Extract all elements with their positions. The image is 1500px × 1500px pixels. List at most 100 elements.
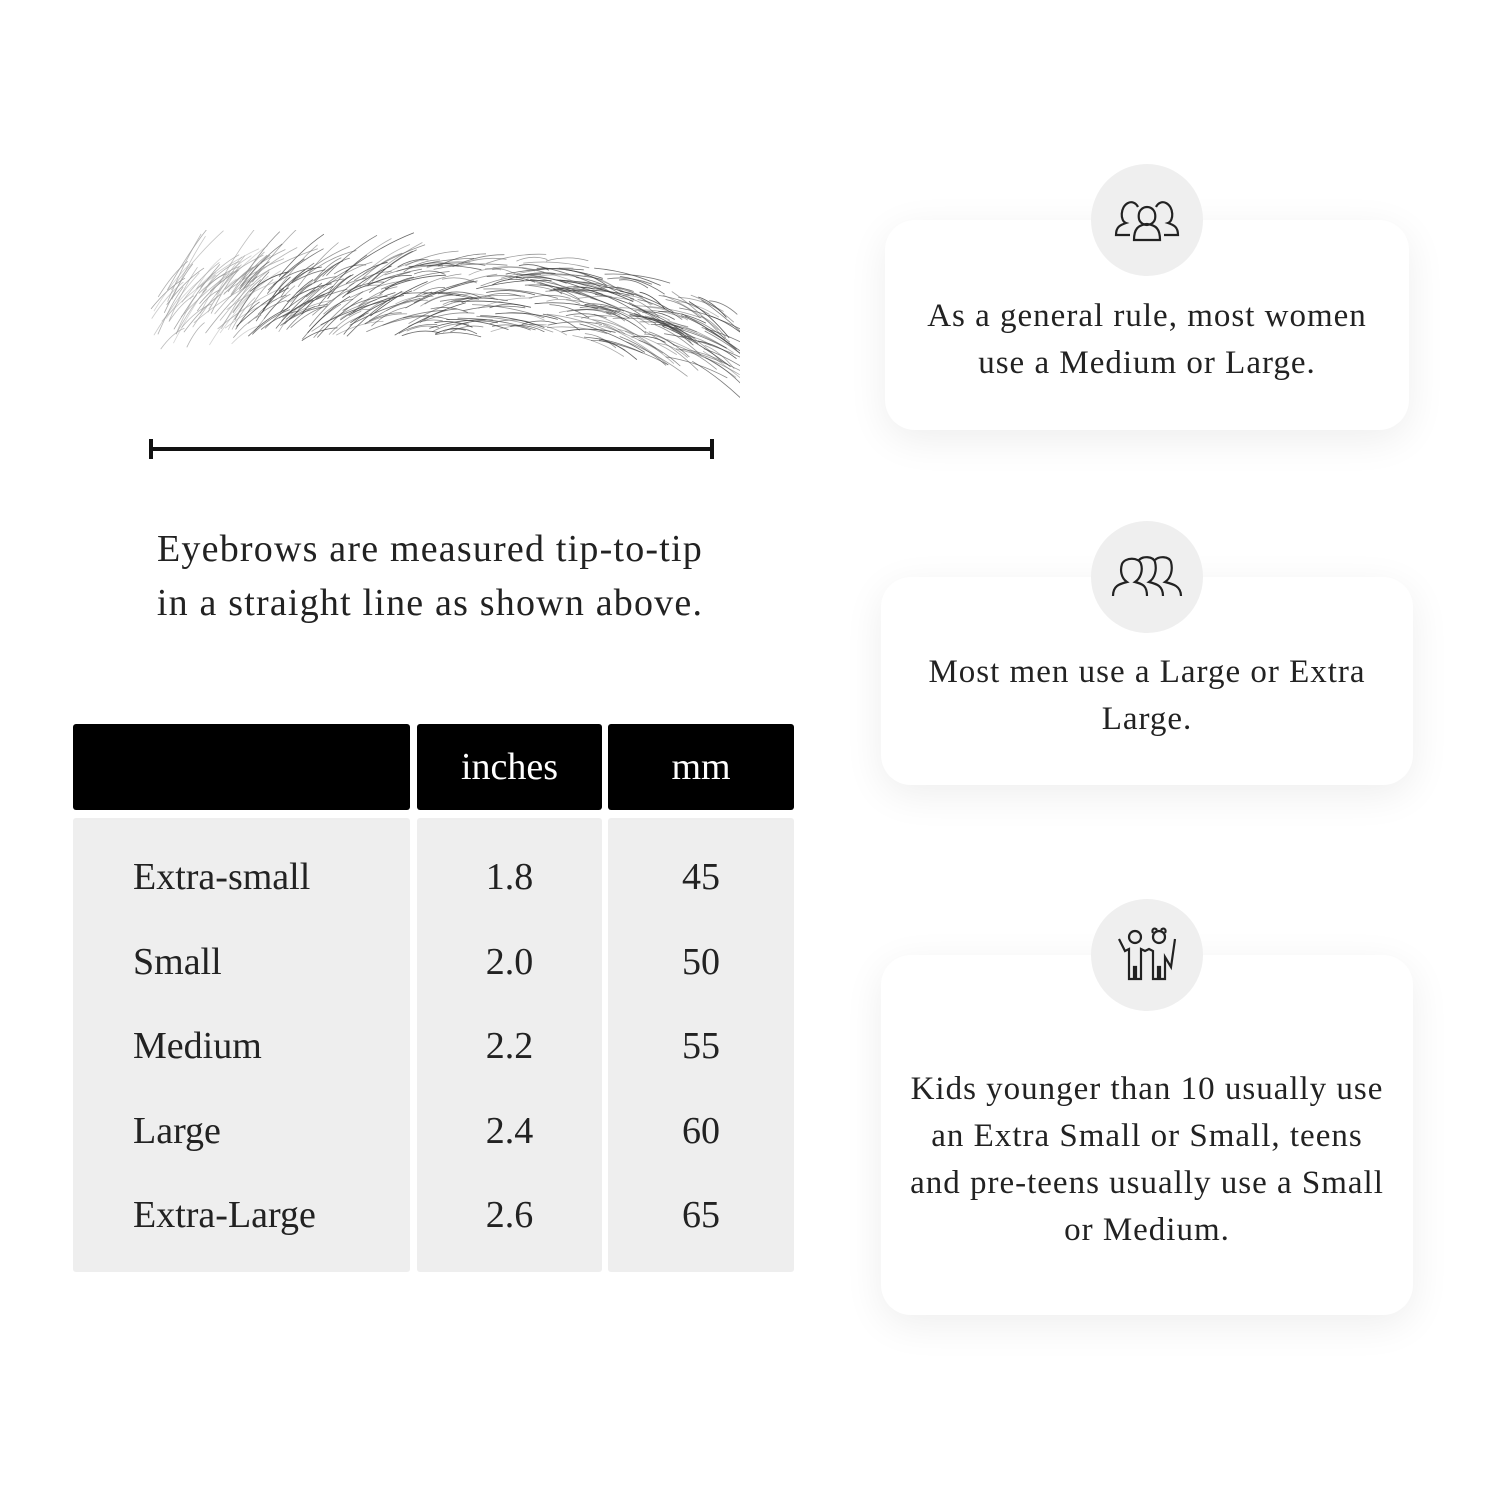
eyebrow-hair <box>257 294 287 315</box>
eyebrow-hair <box>604 273 671 284</box>
eyebrow-hair <box>602 324 669 365</box>
eyebrow-hair <box>450 325 484 333</box>
eyebrow-hair <box>304 269 348 305</box>
eyebrow-hair <box>437 253 487 267</box>
eyebrow-hair <box>581 287 641 316</box>
eyebrow-hair <box>665 356 728 379</box>
eyebrow-hair <box>408 296 473 324</box>
eyebrow-hair <box>361 252 403 280</box>
eyebrow-hair <box>485 292 522 297</box>
eyebrow-hair <box>667 320 734 354</box>
eyebrow-hair <box>167 230 207 291</box>
eyebrow-hair <box>420 294 454 307</box>
eyebrow-hair <box>382 309 446 326</box>
eyebrow-hair <box>547 321 602 326</box>
women-icon-circle <box>1091 164 1203 276</box>
header-size <box>73 724 410 810</box>
eyebrow-hair <box>594 267 661 286</box>
eyebrow-hair <box>572 335 625 357</box>
kids-icon <box>1118 927 1177 981</box>
eyebrow-hair <box>439 297 508 302</box>
eyebrow-hair <box>624 330 675 364</box>
eyebrow-hair <box>189 271 217 300</box>
eyebrow-hair <box>698 296 727 318</box>
eyebrow-hair <box>413 270 445 275</box>
eyebrow-hair <box>591 306 626 322</box>
eyebrow-hair <box>326 234 378 276</box>
eyebrow-hair <box>688 301 730 339</box>
eyebrow-hair <box>463 305 526 312</box>
eyebrow-hair <box>192 264 242 328</box>
eyebrow-hair <box>657 343 688 358</box>
eyebrow-hair <box>639 291 666 310</box>
eyebrow-hair <box>232 314 262 338</box>
size-label: Extra-small <box>133 856 311 898</box>
eyebrow-hair <box>560 289 630 296</box>
eyebrow-hair <box>446 319 509 330</box>
eyebrow-hair <box>168 266 198 321</box>
eyebrow-hair <box>231 297 256 330</box>
eyebrow-hair <box>223 262 263 295</box>
eyebrow-hair <box>430 307 469 313</box>
eyebrow-hair <box>431 323 470 333</box>
eyebrow-hair <box>480 315 545 328</box>
eyebrow-hair <box>232 276 258 303</box>
eyebrow-hair <box>343 312 369 335</box>
eyebrow-hair <box>490 323 547 332</box>
eyebrow-hair <box>285 300 332 320</box>
eyebrow-hair <box>578 281 644 297</box>
men-group-icon <box>1111 556 1183 597</box>
size-label: Medium <box>133 1025 262 1067</box>
eyebrow-hair <box>664 333 740 358</box>
eyebrow-hair <box>227 290 256 330</box>
eyebrow-hair <box>348 295 404 316</box>
eyebrow-hair <box>600 305 657 324</box>
eyebrow-hair <box>672 344 717 370</box>
eyebrow-hair <box>286 306 316 330</box>
eyebrow-hair <box>408 264 482 271</box>
eyebrow-hair <box>507 272 556 280</box>
eyebrow-hair <box>662 323 727 349</box>
eyebrow-hair <box>413 280 474 304</box>
eyebrow-hair <box>322 261 373 289</box>
eyebrow-hair <box>559 279 634 302</box>
eyebrow-hair <box>403 259 440 273</box>
eyebrow-hair <box>573 286 635 300</box>
mm-value: 50 <box>682 941 720 983</box>
eyebrow-hair <box>210 270 239 314</box>
eyebrow-hair <box>704 330 740 354</box>
eyebrow-hair <box>345 261 388 284</box>
eyebrow-hair <box>546 298 580 304</box>
eyebrow-hair <box>332 315 365 335</box>
eyebrow-hair <box>209 255 252 292</box>
eyebrow-hair <box>561 328 616 333</box>
eyebrow-hair <box>491 278 524 286</box>
eyebrow-hair <box>362 244 411 276</box>
eyebrow-hair <box>313 291 364 339</box>
eyebrow-hair <box>618 279 649 289</box>
eyebrow-hair <box>705 328 740 352</box>
eyebrow-hair <box>584 304 630 319</box>
eyebrow-hair <box>573 315 621 333</box>
eyebrow-hair <box>307 295 351 334</box>
eyebrow-hair <box>480 274 542 287</box>
eyebrow-hair <box>619 276 665 295</box>
eyebrow-hair <box>345 232 415 272</box>
kids-icon-circle <box>1091 899 1203 1011</box>
eyebrow-hair <box>452 254 505 267</box>
eyebrow-hair <box>316 277 367 301</box>
eyebrow-hair <box>566 281 612 294</box>
eyebrow-hair <box>219 269 270 321</box>
eyebrow-hair <box>279 279 314 313</box>
size-label: Large <box>133 1110 221 1152</box>
eyebrow-hair <box>153 272 200 336</box>
eyebrow-hair <box>697 340 737 360</box>
eyebrow-hair <box>263 293 291 319</box>
men-icon-circle <box>1091 521 1203 633</box>
eyebrow-hair <box>702 350 740 379</box>
eyebrow-hair <box>644 330 699 371</box>
eyebrow-hair <box>230 251 265 295</box>
size-label: Extra-Large <box>133 1194 316 1236</box>
eyebrow-hair <box>579 306 617 314</box>
eyebrow-hair <box>251 285 296 336</box>
